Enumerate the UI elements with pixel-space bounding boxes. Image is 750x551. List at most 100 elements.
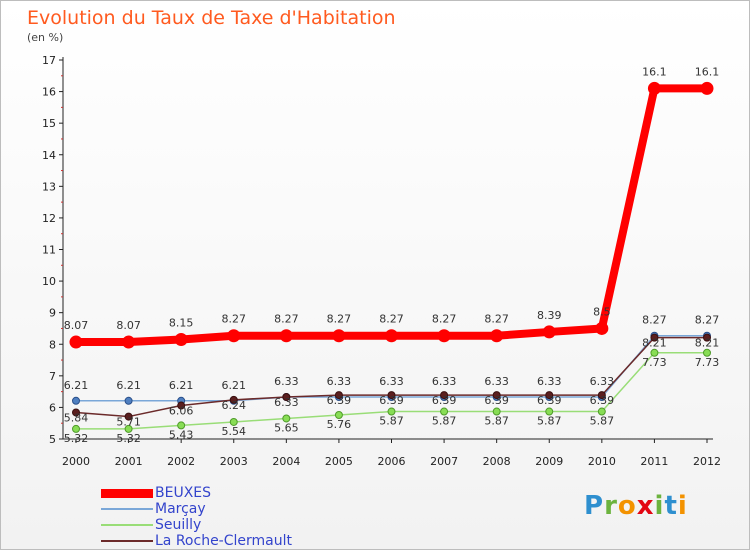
y-tick-label: 17 (42, 54, 56, 67)
data-label: 6.33 (432, 375, 457, 388)
data-label: 8.27 (484, 313, 509, 326)
x-tick-label: 2011 (640, 455, 668, 468)
data-label: 6.21 (64, 379, 89, 392)
legend-label: La Roche-Clermault (155, 533, 292, 549)
data-label: 6.33 (274, 396, 299, 409)
data-label: 6.39 (537, 394, 562, 407)
data-point (72, 424, 80, 433)
data-point (700, 81, 714, 95)
data-point (124, 424, 133, 433)
data-point (122, 335, 136, 349)
data-point (174, 333, 188, 347)
data-label: 5.84 (64, 411, 89, 424)
legend-swatch (101, 488, 153, 498)
x-tick-label: 2005 (325, 455, 353, 468)
data-point (177, 401, 186, 410)
data-point (282, 414, 291, 423)
data-label: 5.87 (432, 415, 457, 428)
data-label: 5.65 (274, 421, 299, 434)
data-point (597, 391, 606, 400)
data-label: 8.27 (432, 313, 457, 326)
chart-subtitle: (en %) (27, 31, 64, 44)
x-tick-label: 2003 (220, 455, 248, 468)
data-point (72, 396, 80, 405)
legend-swatch (101, 540, 153, 542)
y-tick-label: 10 (42, 275, 56, 288)
data-label: 8.27 (327, 313, 352, 326)
data-label: 8.21 (695, 337, 720, 350)
x-tick-label: 2001 (115, 455, 143, 468)
data-point (334, 410, 343, 419)
data-point (279, 329, 293, 343)
data-label: 6.33 (274, 375, 299, 388)
y-tick-label: 12 (42, 212, 56, 225)
legend-label: Marçay (155, 501, 206, 517)
data-label: 8.21 (642, 337, 667, 350)
data-point (227, 329, 241, 343)
data-point (542, 325, 556, 339)
data-label: 6.39 (484, 394, 509, 407)
logo-letter: r (604, 491, 618, 521)
legend-swatch (101, 524, 153, 526)
data-point (229, 417, 238, 426)
data-label: 7.73 (695, 356, 720, 369)
y-tick-label: 7 (49, 370, 56, 383)
data-label: 8.39 (537, 309, 562, 322)
data-label: 16.1 (695, 65, 720, 78)
data-point (437, 329, 451, 343)
data-label: 5.87 (379, 415, 404, 428)
data-label: 6.39 (379, 394, 404, 407)
labels-layer: 8.07 8.07 8.15 8.27 8.27 8.27 8.27 8.27 8.27 8.39… (64, 65, 720, 444)
y-tick-label: 6 (49, 401, 56, 414)
data-point (124, 412, 133, 421)
data-label: 8.27 (274, 313, 299, 326)
x-tick-label: 2006 (378, 455, 406, 468)
data-point (229, 395, 238, 404)
data-point (595, 321, 609, 335)
x-tick-label: 2002 (167, 455, 195, 468)
data-label: 6.39 (590, 394, 615, 407)
data-label: 6.33 (379, 375, 404, 388)
logo-letter: i (677, 491, 688, 521)
data-label: 6.24 (222, 399, 247, 412)
y-tick-label: 14 (42, 149, 56, 162)
data-label: 6.06 (169, 405, 194, 418)
data-label: 8.27 (379, 313, 404, 326)
data-point (385, 329, 398, 343)
logo-letter: t (664, 491, 678, 521)
data-label: 8.07 (116, 319, 141, 332)
logo-letter: x (636, 491, 655, 521)
y-tick-label: 16 (42, 86, 56, 99)
data-label: 16.1 (642, 65, 667, 78)
data-label: 6.21 (222, 379, 247, 392)
legend-label: BEUXES (155, 485, 212, 501)
series-line-0 (72, 84, 711, 347)
data-label: 6.39 (327, 394, 352, 407)
data-label: 8.27 (222, 313, 247, 326)
data-label: 5.87 (590, 415, 615, 428)
data-point (490, 329, 504, 343)
y-tick-label: 15 (42, 117, 56, 130)
y-tick-label: 13 (42, 180, 56, 193)
data-label: 7.73 (642, 356, 667, 369)
data-label: 6.33 (327, 375, 352, 388)
data-label: 8.27 (642, 314, 667, 327)
x-tick-label: 2009 (535, 455, 563, 468)
data-label: 5.54 (222, 425, 247, 438)
data-label: 8.07 (64, 319, 89, 332)
data-point (440, 407, 449, 416)
x-tick-label: 2007 (430, 455, 458, 468)
data-point (177, 421, 186, 430)
x-tick-label: 2008 (483, 455, 511, 468)
y-tick-label: 8 (49, 338, 56, 351)
data-label: 5.87 (537, 415, 562, 428)
legend-label: Seuilly (155, 517, 202, 533)
data-label: 6.21 (116, 379, 141, 392)
data-label: 5.43 (169, 428, 194, 441)
data-point (282, 392, 291, 401)
data-point (334, 391, 343, 400)
data-point (545, 391, 554, 400)
x-tick-label: 2010 (588, 455, 616, 468)
